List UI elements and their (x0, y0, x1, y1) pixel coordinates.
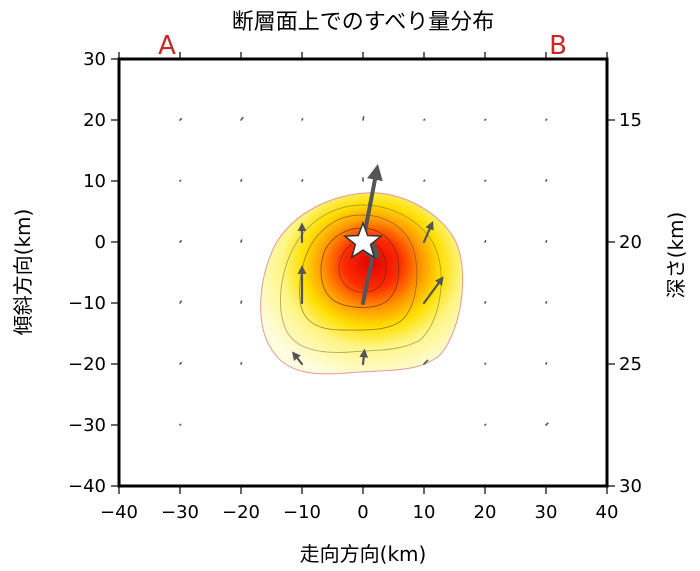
x-tick-label: −30 (161, 502, 199, 523)
plot-area (119, 59, 607, 486)
y-tick-label: −40 (68, 476, 106, 497)
slip-vector-arrow (359, 348, 369, 366)
x-tick-label: 20 (474, 502, 497, 523)
slip-vector-arrow (179, 423, 182, 426)
y-tick-label: 0 (95, 232, 106, 253)
x-axis-ticks: −40 −30 −20 −10 0 10 20 30 40 (100, 52, 618, 523)
slip-vector-arrow (545, 118, 548, 121)
slip-vector-arrow (240, 178, 243, 182)
slip-vector-arrow (361, 241, 381, 305)
x-axis-label: 走向方向(km) (300, 542, 427, 566)
slip-contour-3 (320, 227, 400, 308)
slip-vector-arrow (179, 300, 183, 304)
slip-vector-arrow (179, 361, 183, 365)
slip-contour-2 (299, 214, 418, 331)
slip-region-outer (260, 192, 464, 375)
slip-contour-1 (280, 204, 442, 353)
slip-vector-arrow (423, 359, 429, 365)
y-tick-label: −20 (68, 354, 106, 375)
slip-vector-arrow (484, 423, 487, 426)
x-tick-label: 10 (413, 502, 436, 523)
side-label-a: A (158, 31, 176, 61)
slip-vector-arrow (545, 361, 548, 365)
x-tick-label: −20 (222, 502, 260, 523)
slip-vector-arrow (545, 178, 548, 182)
depth-tick-label: 30 (619, 476, 642, 497)
slip-vector-arrow (240, 116, 244, 121)
slip-vector-arrow (422, 276, 444, 305)
x-tick-label: 0 (357, 502, 368, 523)
y-axis-left-ticks: 30 20 10 0 −10 −20 −30 −40 (68, 49, 119, 497)
y-axis-right-label: 深さ(km) (664, 212, 688, 299)
y-axis-right-ticks: 15 20 25 30 (607, 110, 642, 497)
x-tick-label: 30 (535, 502, 558, 523)
slip-vector-arrow (423, 118, 426, 121)
slip-vector-arrow (179, 239, 183, 243)
y-tick-label: 30 (83, 49, 106, 70)
slip-vector-arrow (240, 239, 243, 243)
chart-title: 断層面上でのすべり量分布 (232, 10, 494, 35)
slip-vector-arrow (291, 351, 304, 366)
slip-vector-arrow (484, 239, 487, 243)
slip-vector-arrow (484, 362, 487, 365)
slip-vector-arrow (179, 179, 182, 182)
slip-vector-arrow (301, 117, 304, 121)
y-tick-label: 10 (83, 171, 106, 192)
slip-vector-arrow (179, 117, 183, 121)
slip-vector-arrow (484, 118, 487, 121)
depth-tick-label: 20 (619, 232, 642, 253)
slip-vector-arrow (545, 300, 548, 304)
slip-vector-arrow (545, 239, 548, 243)
side-label-b: B (549, 31, 567, 61)
depth-tick-label: 15 (619, 110, 642, 131)
slip-vector-arrow (301, 178, 304, 182)
y-axis-left-label: 傾斜方向(km) (11, 209, 35, 336)
slip-vector-arrow (362, 116, 365, 121)
slip-vector-arrow (240, 361, 243, 365)
y-tick-label: −10 (68, 293, 106, 314)
x-tick-label: −40 (100, 502, 138, 523)
x-tick-label: −10 (283, 502, 321, 523)
slip-contour-4 (338, 239, 387, 293)
slip-vector-arrow (240, 300, 243, 304)
slip-vector-arrow (484, 179, 487, 182)
hypocenter-star (342, 220, 384, 260)
depth-tick-label: 25 (619, 354, 642, 375)
x-tick-label: 40 (596, 502, 619, 523)
hypocenter-layer (342, 220, 384, 260)
y-tick-label: −30 (68, 415, 106, 436)
slip-vector-arrow (423, 179, 426, 182)
slip-vector-arrow (545, 422, 549, 426)
slip-vector-arrow (484, 300, 487, 304)
slip-heatmap (260, 192, 464, 375)
y-tick-label: 20 (83, 110, 106, 131)
slip-vector-arrow (422, 220, 434, 244)
